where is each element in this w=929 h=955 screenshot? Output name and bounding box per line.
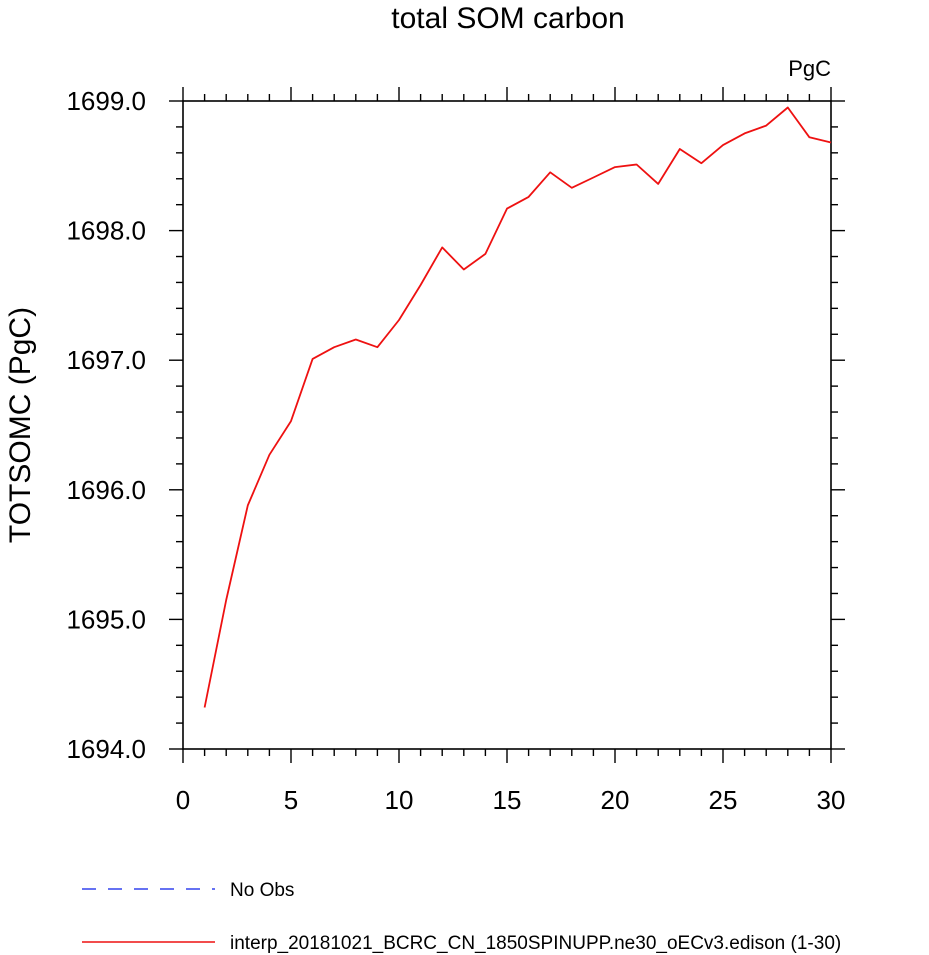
y-tick-label: 1695.0 [66, 604, 146, 634]
y-axis-label: TOTSOMC (PgC) [4, 307, 37, 543]
legend: No Obs interp_20181021_BCRC_CN_1850SPINUP… [82, 880, 841, 954]
x-tick-label: 15 [493, 785, 522, 815]
axis-ticks [169, 87, 845, 763]
x-tick-label: 20 [601, 785, 630, 815]
chart-title: total SOM carbon [391, 2, 624, 35]
units-label: PgC [788, 56, 831, 81]
y-tick-labels: 1694.0 1695.0 1696.0 1697.0 1698.0 1699.0 [66, 86, 146, 764]
x-tick-label: 25 [709, 785, 738, 815]
legend-label: interp_20181021_BCRC_CN_1850SPINUPP.ne30… [230, 933, 841, 954]
x-tick-labels: 0 5 10 15 20 25 30 [176, 785, 846, 815]
y-tick-label: 1697.0 [66, 345, 146, 375]
plot-frame [182, 100, 832, 750]
y-tick-label: 1694.0 [66, 734, 146, 764]
x-tick-label: 5 [284, 785, 298, 815]
x-tick-label: 30 [817, 785, 846, 815]
series-lines [203, 106, 832, 708]
legend-label: No Obs [230, 880, 294, 901]
x-tick-label: 10 [385, 785, 414, 815]
y-tick-label: 1698.0 [66, 216, 146, 246]
y-tick-label: 1696.0 [66, 475, 146, 505]
x-tick-label: 0 [176, 785, 190, 815]
series-line [203, 106, 832, 708]
y-tick-label: 1699.0 [66, 86, 146, 116]
